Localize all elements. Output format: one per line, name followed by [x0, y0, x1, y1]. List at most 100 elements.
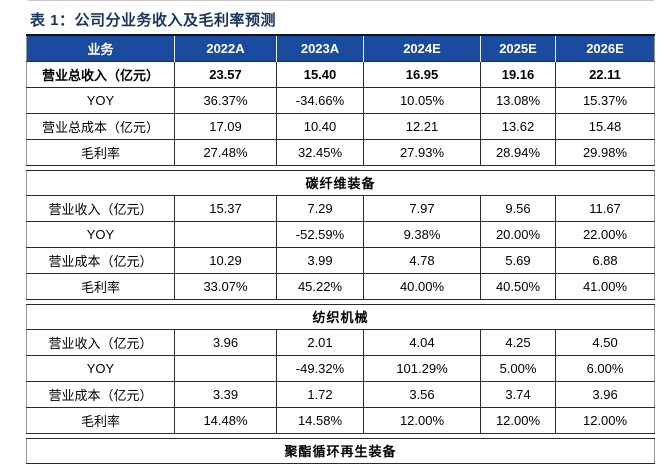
value-cell: 4.25 — [480, 328, 556, 356]
section-header-label: 纺织机械 — [26, 303, 655, 330]
value-cell — [174, 220, 277, 248]
section-header-label: 聚酯循环再生装备 — [26, 437, 655, 464]
value-cell: 33.07% — [174, 272, 277, 300]
table-row: 营业总收入（亿元） 23.57 15.40 16.95 19.16 22.11 — [26, 60, 655, 88]
value-cell: 29.98% — [555, 138, 655, 166]
value-cell: 3.56 — [363, 380, 481, 408]
value-cell: 3.96 — [554, 380, 655, 408]
value-cell: 14.48% — [174, 406, 277, 434]
value-cell: 15.40 — [276, 60, 364, 88]
value-cell: 9.38% — [363, 220, 481, 248]
table-row: 营业收入（亿元） 15.37 7.29 7.97 9.56 11.67 — [26, 194, 655, 222]
value-cell: -52.59% — [276, 220, 364, 248]
column-header-year-2023A: 2023A — [276, 34, 364, 61]
value-cell: 45.22% — [276, 272, 364, 300]
value-cell: 12.21 — [363, 112, 481, 140]
value-cell: 12.00% — [363, 406, 481, 434]
value-cell: -49.32% — [276, 354, 364, 382]
value-cell: 41.00% — [554, 272, 655, 300]
table-row: YOY -49.32% 101.29% 5.00% 6.00% — [26, 354, 655, 382]
section-header-row: 碳纤维装备 — [26, 169, 655, 196]
value-cell: 27.93% — [363, 138, 481, 166]
table-title: 表 1：公司分业务收入及毛利率预测 — [30, 12, 277, 29]
value-cell: 3.99 — [276, 246, 364, 274]
row-label: 营业收入（亿元） — [26, 194, 175, 222]
value-cell: 4.78 — [363, 246, 481, 274]
row-label: 营业总成本（亿元） — [26, 112, 175, 140]
value-cell: 2.01 — [276, 328, 364, 356]
value-cell: 9.56 — [480, 194, 556, 222]
row-label: 毛利率 — [26, 272, 175, 300]
value-cell: 10.05% — [363, 86, 481, 114]
value-cell: 17.09 — [174, 112, 277, 140]
value-cell: 101.29% — [363, 354, 481, 382]
value-cell: 12.00% — [554, 406, 655, 434]
row-label: 毛利率 — [26, 406, 175, 434]
value-cell: 11.67 — [554, 194, 655, 222]
row-label: YOY — [26, 86, 175, 114]
table-row: 营业总成本（亿元） 17.09 10.40 12.21 13.62 15.48 — [26, 112, 655, 140]
value-cell: 22.00% — [554, 220, 655, 248]
value-cell: 1.72 — [276, 380, 364, 408]
value-cell: 4.50 — [554, 328, 655, 356]
value-cell: 14.58% — [276, 406, 364, 434]
table-row: 毛利率 33.07% 45.22% 40.00% 40.50% 41.00% — [26, 272, 655, 300]
value-cell: 7.29 — [276, 194, 364, 222]
value-cell: 10.40 — [276, 112, 364, 140]
row-label: YOY — [26, 220, 175, 248]
value-cell: 36.37% — [174, 86, 277, 114]
value-cell: 15.37% — [555, 86, 655, 114]
value-cell — [174, 354, 277, 382]
table-row: YOY 36.37% -34.66% 10.05% 13.08% 15.37% — [26, 86, 655, 114]
value-cell: 6.00% — [554, 354, 655, 382]
column-header-year-2026E: 2026E — [555, 34, 655, 61]
value-cell: 40.50% — [480, 272, 556, 300]
value-cell: 19.16 — [480, 60, 556, 88]
value-cell: 10.29 — [174, 246, 277, 274]
table-section-1: 碳纤维装备 营业收入（亿元） 15.37 7.29 7.97 9.56 11.67 YOY -5… — [26, 169, 656, 300]
value-cell: 15.37 — [174, 194, 277, 222]
table-row: 毛利率 14.48% 14.58% 12.00% 12.00% 12.00% — [26, 406, 655, 434]
table-section-3: 聚酯循环再生装备 — [26, 437, 656, 464]
row-label: 毛利率 — [26, 138, 175, 166]
value-cell: 13.08% — [480, 86, 556, 114]
row-label: 营业收入（亿元） — [26, 328, 175, 356]
section-header-row: 纺织机械 — [26, 303, 655, 330]
value-cell: 16.95 — [363, 60, 481, 88]
value-cell: 6.88 — [554, 246, 655, 274]
value-cell: 5.69 — [480, 246, 556, 274]
value-cell: 15.48 — [555, 112, 655, 140]
value-cell: 3.74 — [480, 380, 556, 408]
table-row: YOY -52.59% 9.38% 20.00% 22.00% — [26, 220, 655, 248]
section-header-row: 聚酯循环再生装备 — [26, 437, 655, 464]
column-header-business: 业务 — [26, 34, 175, 61]
value-cell: 20.00% — [480, 220, 556, 248]
column-header-row: 业务 2022A 2023A 2024E 2025E 2026E — [26, 34, 655, 61]
table-row: 毛利率 27.48% 32.45% 27.93% 28.94% 29.98% — [26, 138, 655, 166]
value-cell: 7.97 — [363, 194, 481, 222]
table-section-0: 业务 2022A 2023A 2024E 2025E 2026E 营业总收入（亿元） 23.5… — [26, 34, 655, 166]
row-label: 营业成本（亿元） — [26, 246, 175, 274]
table-row: 营业成本（亿元） 3.39 1.72 3.56 3.74 3.96 — [26, 380, 655, 408]
column-header-year-2024E: 2024E — [363, 34, 481, 61]
section-header-label: 碳纤维装备 — [26, 169, 655, 196]
value-cell: 12.00% — [480, 406, 556, 434]
value-cell: 3.39 — [174, 380, 277, 408]
value-cell: 28.94% — [480, 138, 556, 166]
value-cell: 23.57 — [174, 60, 277, 88]
forecast-table: 业务 2022A 2023A 2024E 2025E 2026E 营业总收入（亿元） 23.5… — [26, 34, 656, 464]
value-cell: 22.11 — [555, 60, 655, 88]
row-label: 营业总收入（亿元） — [26, 60, 175, 88]
value-cell: 27.48% — [174, 138, 277, 166]
value-cell: -34.66% — [276, 86, 364, 114]
value-cell: 4.04 — [363, 328, 481, 356]
value-cell: 32.45% — [276, 138, 364, 166]
top-divider — [28, 0, 654, 1]
row-label: 营业成本（亿元） — [26, 380, 175, 408]
row-label: YOY — [26, 354, 175, 382]
value-cell: 40.00% — [363, 272, 481, 300]
column-header-year-2025E: 2025E — [480, 34, 556, 61]
column-header-year-2022A: 2022A — [174, 34, 277, 61]
value-cell: 5.00% — [480, 354, 556, 382]
